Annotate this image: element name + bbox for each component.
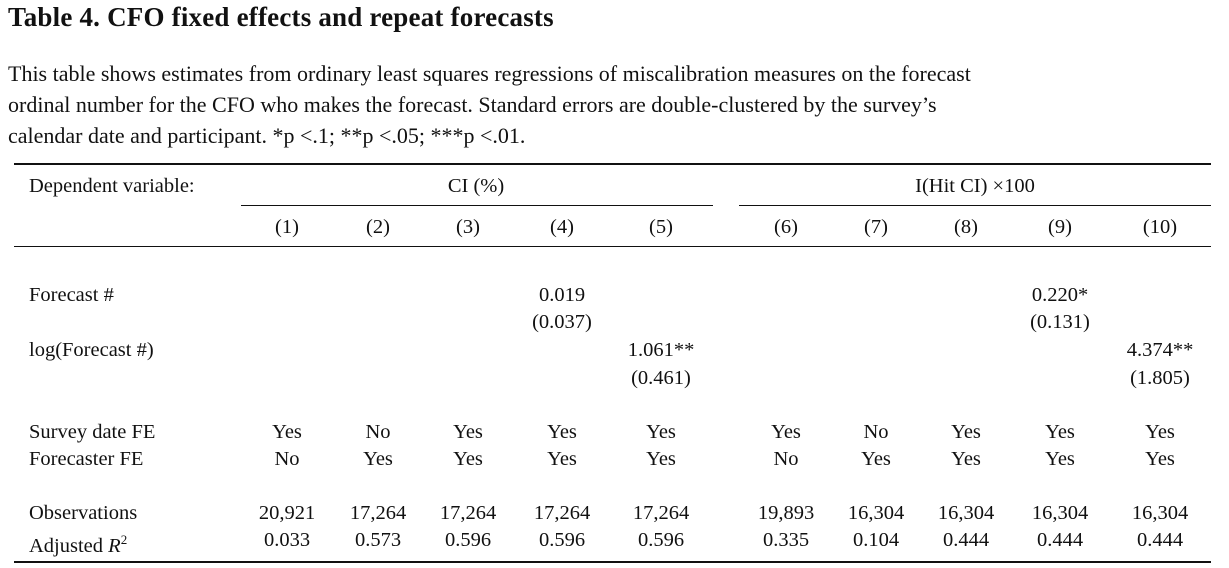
forecaster-fe-cell: Yes xyxy=(646,448,676,470)
column-number: (7) xyxy=(864,216,888,238)
adj-r2-cell: 0.596 xyxy=(538,529,586,551)
se-col10: (1.805) xyxy=(1130,367,1190,389)
forecaster-fe-cell: Yes xyxy=(547,448,577,470)
forecaster-fe-cell: Yes xyxy=(453,448,483,470)
survey-fe-cell: Yes xyxy=(771,421,801,443)
adj-r2-cell: 0.444 xyxy=(1036,529,1084,551)
survey-fe-cell: Yes xyxy=(1145,421,1175,443)
survey-fe-cell: Yes xyxy=(646,421,676,443)
observations-cell: 16,304 xyxy=(1131,502,1189,524)
adj-r2-cell: 0.596 xyxy=(444,529,492,551)
forecaster-fe-cell: No xyxy=(274,448,300,470)
forecaster-fe-cell: Yes xyxy=(1145,448,1175,470)
table-title: Table 4. CFO fixed effects and repeat fo… xyxy=(8,2,554,32)
survey-fe-cell: Yes xyxy=(453,421,483,443)
column-number: (5) xyxy=(649,216,673,238)
row-label-observations: Observations xyxy=(29,502,138,524)
forecaster-fe-cell: No xyxy=(773,448,799,470)
forecaster-fe-cell: Yes xyxy=(861,448,891,470)
column-number: (10) xyxy=(1142,216,1178,238)
se-col9: (0.131) xyxy=(1030,311,1090,333)
observations-cell: 17,264 xyxy=(349,502,407,524)
column-number: (1) xyxy=(275,216,299,238)
column-number: (4) xyxy=(550,216,574,238)
adj-r2-word: Adjusted xyxy=(29,534,104,557)
adj-r2-cell: 0.596 xyxy=(637,529,685,551)
adj-r2-cell: 0.335 xyxy=(762,529,810,551)
observations-cell: 19,893 xyxy=(757,502,815,524)
adj-r2-cell: 0.573 xyxy=(354,529,402,551)
observations-cell: 16,304 xyxy=(847,502,905,524)
forecaster-fe-cell: Yes xyxy=(1045,448,1075,470)
survey-fe-cell: Yes xyxy=(547,421,577,443)
survey-fe-cell: Yes xyxy=(951,421,981,443)
survey-fe-cell: Yes xyxy=(272,421,302,443)
group-header-hit: I(Hit CI) ×100 xyxy=(915,175,1035,197)
coef-col4: 0.019 xyxy=(538,284,586,306)
column-number: (9) xyxy=(1048,216,1072,238)
coef-col10: 4.374** xyxy=(1126,339,1194,361)
adj-r2-cell: 0.444 xyxy=(1136,529,1184,551)
coef-col5: 1.061** xyxy=(627,339,695,361)
observations-cell: 17,264 xyxy=(533,502,591,524)
se-col5: (0.461) xyxy=(631,367,691,389)
coef-col9: 0.220* xyxy=(1031,284,1089,306)
row-label-forecaster-fe: Forecaster FE xyxy=(29,448,144,470)
caption-line: ordinal number for the CFO who makes the… xyxy=(8,92,937,117)
table-caption: This table shows estimates from ordinary… xyxy=(8,58,1223,151)
row-label-log-forecast: log(Forecast #) xyxy=(29,339,154,361)
se-col4: (0.037) xyxy=(532,311,592,333)
group1-rule xyxy=(241,205,713,206)
observations-cell: 16,304 xyxy=(1031,502,1089,524)
group-header-ci: CI (%) xyxy=(447,175,505,197)
adj-r2-superscript: 2 xyxy=(120,532,128,547)
survey-fe-cell: No xyxy=(365,421,391,443)
forecaster-fe-cell: Yes xyxy=(363,448,393,470)
forecaster-fe-cell: Yes xyxy=(951,448,981,470)
column-number: (2) xyxy=(366,216,390,238)
observations-cell: 17,264 xyxy=(439,502,497,524)
group2-rule xyxy=(739,205,1211,206)
row-label-forecast: Forecast # xyxy=(29,284,114,306)
column-number: (8) xyxy=(954,216,978,238)
column-number: (3) xyxy=(456,216,480,238)
adj-r2-cell: 0.444 xyxy=(942,529,990,551)
adj-r2-cell: 0.033 xyxy=(263,529,311,551)
adj-r2-cell: 0.104 xyxy=(852,529,900,551)
caption-line: calendar date and participant. *p <.1; *… xyxy=(8,123,526,148)
survey-fe-cell: No xyxy=(863,421,889,443)
column-number: (6) xyxy=(774,216,798,238)
row-label-survey-fe: Survey date FE xyxy=(29,421,156,443)
observations-cell: 16,304 xyxy=(937,502,995,524)
dep-var-label: Dependent variable: xyxy=(29,175,195,197)
survey-fe-cell: Yes xyxy=(1045,421,1075,443)
top-rule xyxy=(14,163,1211,165)
header-rule xyxy=(14,246,1211,247)
observations-cell: 17,264 xyxy=(632,502,690,524)
caption-line: This table shows estimates from ordinary… xyxy=(8,61,971,86)
observations-cell: 20,921 xyxy=(258,502,316,524)
adj-r2-symbol: R xyxy=(108,534,121,557)
row-label-adj-r2: Adjusted R2 xyxy=(29,528,127,558)
bottom-rule xyxy=(14,561,1211,563)
